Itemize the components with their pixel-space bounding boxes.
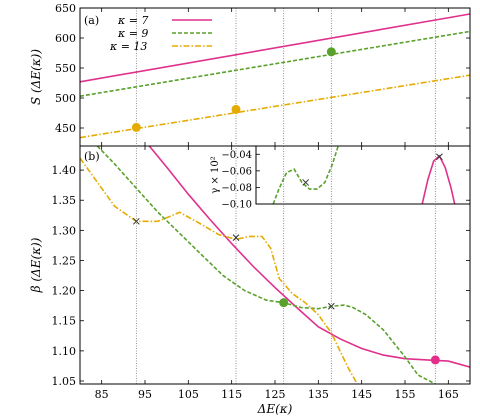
x-tick-label: 105	[178, 388, 199, 401]
inset-y-axis-label: γ × 10²	[210, 156, 221, 193]
panel-a-series--13	[80, 74, 470, 139]
x-tick-label: 115	[221, 388, 242, 401]
inset-background	[256, 146, 470, 204]
panel-a-marker	[326, 47, 336, 57]
x-tick-label: 145	[351, 388, 372, 401]
panel-b-y-tick-label: 1.30	[52, 224, 77, 237]
panel-b-y-tick-label: 1.20	[52, 285, 77, 298]
panel-b-marker	[430, 355, 440, 365]
x-tick-label: 165	[438, 388, 459, 401]
panel-a-marker	[131, 122, 141, 132]
x-tick-label: 125	[265, 388, 286, 401]
x-tick-label: 95	[138, 388, 152, 401]
panel-b-frame	[79, 145, 471, 385]
panel-b-cross-marker	[232, 234, 240, 241]
panel-a-series--7	[80, 13, 470, 83]
inset-series--9	[272, 146, 339, 204]
inset-y-tick-label: −0.04	[221, 150, 252, 161]
panel-b-y-tick-label: 1.25	[52, 254, 77, 267]
panel-a-series	[80, 13, 470, 139]
panel-b-cross-marker	[327, 302, 335, 310]
panel-b-series--13	[80, 157, 358, 384]
markers-layer	[131, 47, 443, 365]
panel-b-cross-marker	[132, 217, 140, 225]
panel-b-label: (b)	[84, 150, 100, 163]
inset-series	[272, 146, 456, 204]
inset-vertical-guides	[283, 146, 436, 204]
panel-b-y-tick-label: 1.35	[52, 194, 77, 207]
panel-a-marker	[231, 104, 241, 114]
panel-a-label: (a)	[84, 14, 99, 27]
panel-b-series--7	[148, 146, 470, 368]
inset-y-tick-label: −0.06	[221, 166, 252, 177]
panel-a-y-tick-label: 650	[55, 2, 76, 15]
inset-y-tick-label: −0.08	[221, 183, 252, 194]
panel-b-y-tick-label: 1.15	[52, 315, 77, 328]
x-tick-label: 135	[308, 388, 329, 401]
x-axis-label: ΔE(κ)	[257, 402, 293, 416]
panel-b-y-tick-label: 1.10	[52, 345, 77, 358]
legend-label-kappa-13: κ = 13	[109, 40, 147, 53]
panel-a-y-tick-label: 600	[55, 32, 76, 45]
legend: κ = 7 κ = 9 κ = 13	[109, 14, 212, 53]
panel-a-y-axis-label: S (ΔE(κ))	[29, 49, 43, 105]
panel-b-y-tick-label: 1.40	[52, 164, 77, 177]
x-tick-label: 85	[95, 388, 109, 401]
panel-a-y-tick-label: 550	[55, 62, 76, 75]
panel-a-y-tick-label: 450	[55, 122, 76, 135]
panel-b-y-axis-label: β (ΔE(κ))	[29, 237, 43, 293]
panel-a-y-tick-label: 500	[55, 92, 76, 105]
legend-label-kappa-9: κ = 9	[117, 27, 148, 40]
panel-b-series	[80, 146, 470, 384]
x-tick-label: 155	[395, 388, 416, 401]
panel-b-y-tick-label: 1.05	[52, 375, 77, 388]
inset-y-tick-label: −0.10	[221, 200, 252, 211]
inset-cross-marker	[302, 179, 310, 186]
ticks-layer: 450 500 550 600 650 1.05 1.10 1.15 1.20 1.25 1.30 1…	[52, 2, 470, 401]
inset-cross-marker	[436, 153, 443, 161]
panel-b-marker	[279, 298, 289, 308]
legend-label-kappa-7: κ = 7	[117, 14, 148, 27]
inset-series--7	[421, 154, 456, 204]
